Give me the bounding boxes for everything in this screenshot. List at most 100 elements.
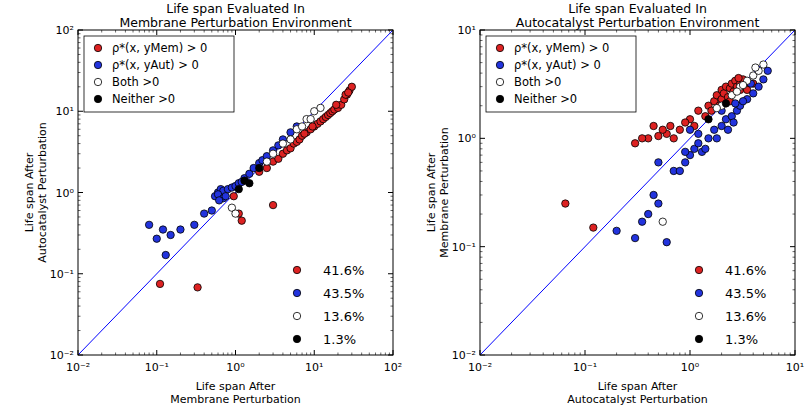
minor-tick [296,353,297,356]
tick [480,246,485,247]
minor-tick [391,330,394,331]
minor-tick [543,353,544,356]
tick [790,246,795,247]
tick [480,350,481,355]
minor-tick [78,114,81,115]
point [222,193,229,200]
minor-tick [391,286,394,287]
y-axis-label-group: Life span AfterMembrane Perturbation [425,127,451,258]
tick [235,30,236,35]
point [702,145,709,152]
minor-tick [391,72,394,73]
minor-tick [793,73,796,74]
minor-tick [391,37,394,38]
tick [393,350,394,355]
point [710,126,717,133]
point [638,135,645,142]
text-line: Autocatalyst Perturbation Environment [516,15,760,30]
minor-tick [218,353,219,356]
minor-tick [771,353,772,356]
minor-tick [793,303,796,304]
point [590,224,597,231]
minor-tick [204,353,205,356]
minor-tick [679,30,680,33]
annotation-marker [293,266,300,273]
legend-label: ρ*(x, yAut) > 0 [112,58,199,72]
point [256,164,263,171]
minor-tick [302,30,303,33]
legend-label: Neither >0 [112,92,175,106]
tick [78,273,83,274]
tick [795,30,796,35]
point [638,218,645,225]
text-line: Autocatalyst Perturbation [36,122,49,263]
point [659,126,666,133]
point [298,123,305,130]
text-line: Membrane Perturbation [170,393,301,406]
minor-tick [480,194,483,195]
point [676,126,683,133]
minor-tick [793,270,796,271]
annotation-key: 41.6%43.5%13.6%1.3% [293,263,364,347]
text-line: Life span After [425,152,438,232]
minor-tick [391,86,394,87]
minor-tick [204,30,205,33]
point [695,140,702,147]
x-tick-label: 10⁰ [681,361,700,374]
point [705,116,712,123]
minor-tick [793,62,796,63]
annotation: 1.3% [725,332,758,347]
annotation: 13.6% [323,309,364,324]
minor-tick [296,30,297,33]
point [167,231,174,238]
minor-tick [78,234,81,235]
minor-tick [793,289,796,290]
minor-tick [580,353,581,356]
annotation-marker [695,266,702,273]
legend-marker [94,95,101,102]
annotation-marker [695,289,702,296]
minor-tick [78,135,81,136]
minor-tick [78,62,81,63]
minor-tick [673,30,674,33]
minor-tick [784,30,785,33]
point [208,207,215,214]
minor-tick [561,30,562,33]
point [238,217,245,224]
x-tick-label: 10⁻¹ [145,361,169,374]
minor-tick [793,181,796,182]
minor-tick [391,234,394,235]
tick [480,30,485,31]
tick [480,355,485,356]
minor-tick [302,353,303,356]
text-line: Life span Evaluated In [568,1,707,16]
point [695,107,702,114]
minor-tick [561,353,562,356]
plot-area [480,30,795,355]
point [145,221,152,228]
minor-tick [125,353,126,356]
minor-tick [480,143,483,144]
minor-tick [666,353,667,356]
minor-tick [259,30,260,33]
minor-tick [211,30,212,33]
minor-tick [793,279,796,280]
minor-tick [793,170,796,171]
point [659,218,666,225]
minor-tick [78,277,81,278]
minor-tick [78,298,81,299]
minor-tick [78,291,81,292]
minor-tick [574,30,575,33]
title: Life span Evaluated InMembrane Perturbat… [119,1,351,30]
minor-tick [793,155,796,156]
minor-tick [391,277,394,278]
point [705,135,712,142]
minor-tick [125,30,126,33]
tick [388,273,393,274]
minor-tick [793,105,796,106]
minor-tick [391,62,394,63]
minor-tick [385,30,386,33]
tick [388,192,393,193]
minor-tick [78,123,81,124]
minor-tick [480,214,483,215]
